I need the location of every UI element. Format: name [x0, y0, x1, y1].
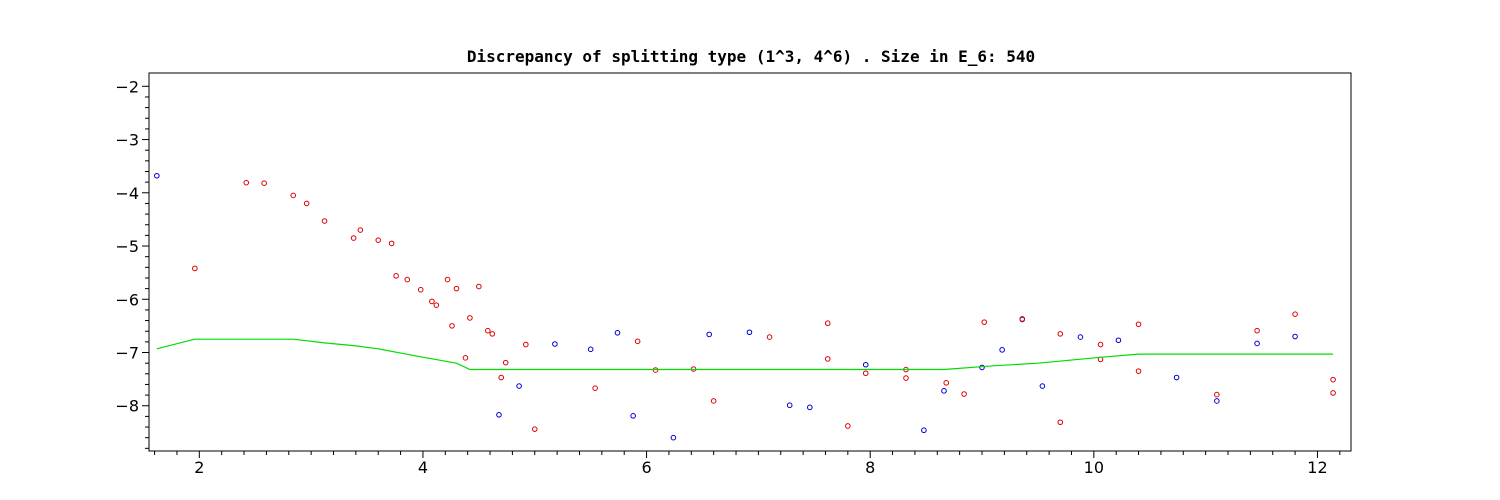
red-point: [1135, 368, 1142, 374]
x-tick-label: 4: [418, 458, 428, 477]
red-point: [523, 341, 529, 348]
plot-frame: [148, 72, 1352, 452]
red-point: [484, 327, 491, 334]
red-point: [531, 426, 538, 432]
x-tick-label: 2: [194, 458, 204, 477]
y-tick-label: −6: [115, 290, 139, 309]
x-axis: 2 4 6 8 10 12: [154, 451, 1341, 477]
red-point: [462, 355, 469, 361]
blue-point: [1292, 333, 1298, 340]
red-point: [1292, 311, 1298, 317]
blue-point: [587, 346, 594, 353]
red-point: [393, 273, 399, 279]
red-point: [261, 180, 267, 187]
y-axis: −2 −3 −4 −5 −6 −7 −8: [115, 77, 149, 449]
plot-area: [154, 172, 1336, 441]
x-tick-label: 6: [641, 458, 651, 477]
blue-point: [1077, 334, 1084, 340]
red-point: [824, 356, 831, 362]
blue-point: [999, 347, 1005, 353]
y-tick-label: −8: [115, 397, 139, 416]
red-point: [388, 240, 395, 247]
y-tick-label: −3: [115, 131, 139, 150]
red-point: [453, 285, 460, 292]
red-point: [710, 398, 717, 404]
blue-point: [921, 427, 927, 434]
red-point: [961, 391, 967, 397]
red-point: [981, 319, 988, 325]
red-point: [845, 423, 851, 429]
red-point: [498, 374, 505, 381]
chart-title: Discrepancy of splitting type (1^3, 4^6)…: [467, 47, 1035, 66]
red-point: [634, 338, 641, 345]
red-point: [1254, 327, 1260, 334]
y-tick-label: −5: [115, 237, 139, 256]
blue-point: [496, 411, 502, 418]
red-point: [467, 315, 473, 321]
red-point: [903, 375, 909, 381]
x-tick-label: 12: [1307, 458, 1327, 477]
red-point: [449, 323, 455, 329]
blue-point: [746, 329, 753, 336]
blue-point: [154, 172, 160, 179]
x-tick-label: 10: [1084, 458, 1104, 477]
blue-point: [706, 331, 712, 338]
red-point: [1214, 391, 1220, 398]
red-point: [489, 331, 496, 337]
blue-point: [630, 413, 636, 419]
red-point: [1057, 331, 1064, 337]
red-point: [824, 320, 831, 327]
blue-point: [1115, 337, 1122, 344]
blue-point: [614, 330, 621, 336]
blue-point: [807, 404, 813, 411]
y-tick-label: −2: [115, 77, 139, 96]
red-point: [357, 227, 364, 233]
y-tick-label: −4: [115, 184, 139, 203]
red-point: [404, 276, 411, 283]
red-point: [350, 235, 357, 241]
blue-point: [552, 341, 558, 347]
blue-point: [862, 361, 869, 368]
red-point: [375, 237, 382, 243]
blue-point: [979, 364, 985, 371]
blue-point: [516, 383, 522, 389]
red-point: [1097, 341, 1104, 348]
y-tick-label: −7: [115, 344, 139, 363]
red-point: [1330, 376, 1336, 383]
red-point: [243, 179, 250, 186]
red-point: [1330, 390, 1336, 396]
red-point: [321, 218, 328, 224]
red-point: [429, 298, 435, 305]
red-point: [592, 385, 598, 391]
red-point: [1057, 419, 1064, 426]
blue-point: [786, 402, 793, 409]
red-point: [766, 334, 773, 340]
red-point: [1135, 321, 1142, 328]
red-point: [303, 200, 310, 207]
blue-point: [1173, 374, 1180, 381]
red-point: [192, 265, 198, 272]
red-point: [862, 370, 869, 377]
red-point: [943, 380, 950, 386]
blue-point: [941, 388, 947, 394]
red-point: [502, 359, 509, 366]
blue-point: [1039, 383, 1046, 389]
red-point: [290, 192, 297, 199]
red-point: [433, 302, 440, 308]
blue-point: [1214, 398, 1220, 404]
green-trend-line: [156, 338, 1334, 371]
red-point: [417, 286, 424, 293]
blue-point: [1254, 340, 1260, 347]
blue-point: [670, 434, 677, 441]
x-tick-label: 8: [865, 458, 875, 477]
red-point: [444, 276, 451, 283]
red-point: [476, 283, 482, 290]
red-point: [1019, 316, 1026, 323]
